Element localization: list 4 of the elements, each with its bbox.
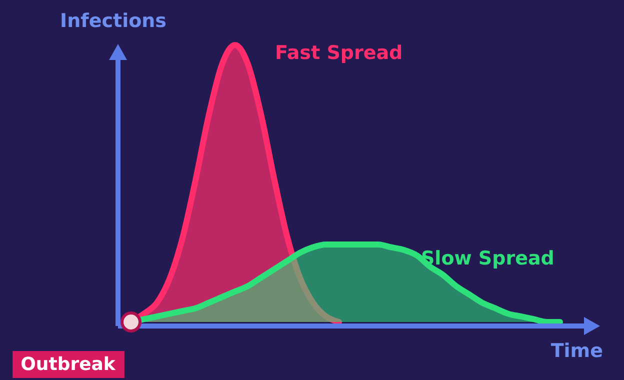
text: Outbreak: [20, 354, 116, 375]
y-axis-title: Infections: [60, 10, 166, 32]
series-label: Fast Spread: [275, 42, 403, 64]
x-axis-title: Time: [550, 340, 603, 362]
